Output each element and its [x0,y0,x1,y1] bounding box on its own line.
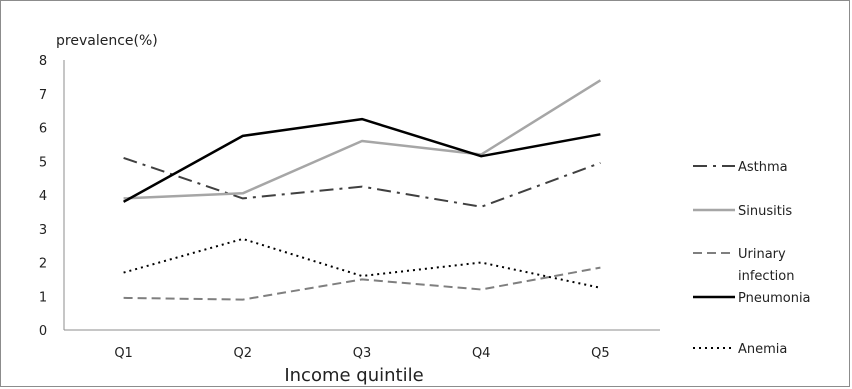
series-lines [122,79,602,301]
series-line-urinary-infection [123,266,601,301]
x-tick-labels: Q1 Q2 Q3 Q4 Q5 [114,346,609,361]
x-tick-label: Q4 [472,346,491,361]
series-line-asthma [123,156,601,208]
y-tick-label: 8 [39,54,47,69]
y-tick-label: 5 [39,155,47,170]
y-tick-label: 7 [39,88,47,103]
y-tick-labels: 0 1 2 3 4 5 6 7 8 [39,54,47,339]
x-axis-title: Income quintile [284,365,423,386]
y-axis-title: prevalence(%) [56,33,158,49]
series-line-pneumonia [122,117,601,203]
series-line-anemia [123,237,601,289]
legend-label: Urinary infection [738,247,794,284]
x-tick-label: Q2 [234,346,253,361]
legend-label: Pneumonia [738,291,811,306]
x-tick-label: Q5 [591,346,610,361]
legend: Asthma Sinusitis Urinary infection Pneumonia… [693,160,811,357]
series-line-sinusitis [123,79,602,200]
x-tick-label: Q1 [114,346,133,361]
y-tick-label: 1 [39,290,47,305]
x-tick-label: Q3 [353,346,372,361]
y-tick-label: 2 [39,257,47,272]
y-tick-label: 4 [39,189,47,204]
y-tick-label: 6 [39,122,47,137]
legend-label: Anemia [738,342,787,357]
y-tick-label: 0 [39,324,47,339]
legend-label: Asthma [738,160,788,175]
y-tick-label: 3 [39,223,47,238]
legend-label: Sinusitis [738,204,792,219]
